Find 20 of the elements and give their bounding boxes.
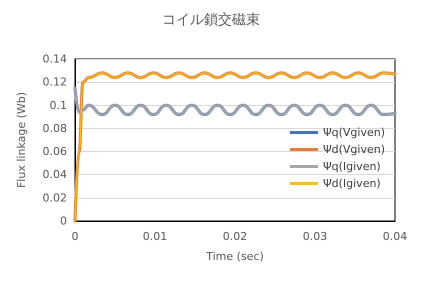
legend-label: Ψq(Igiven) bbox=[322, 160, 381, 173]
x-tick-label: 0.03 bbox=[302, 230, 328, 243]
y-tick-label: 0.1 bbox=[50, 98, 67, 112]
legend-label: Ψd(Igiven) bbox=[322, 177, 381, 190]
y-tick-label: 0.14 bbox=[42, 52, 67, 66]
y-tick-label: 0.04 bbox=[42, 168, 67, 182]
y-axis-title: Flux linkage (Wb) bbox=[15, 92, 28, 188]
legend-label: Ψd(Vgiven) bbox=[322, 143, 386, 156]
x-axis-title: Time (sec) bbox=[205, 250, 264, 263]
legend-label: Ψq(Vgiven) bbox=[322, 126, 386, 139]
y-tick-label: 0.02 bbox=[42, 191, 67, 204]
x-tick-label: 0 bbox=[72, 230, 78, 243]
y-tick-label: 0.08 bbox=[42, 122, 67, 135]
x-tick-label: 0.02 bbox=[222, 230, 248, 243]
chart-title: コイル鎖交磁束 bbox=[162, 12, 260, 28]
y-tick-label: 0.12 bbox=[42, 76, 67, 89]
x-tick-label: 0.04 bbox=[382, 230, 408, 243]
y-tick-label: 0 bbox=[60, 214, 67, 228]
y-tick-label: 0.06 bbox=[42, 145, 67, 158]
x-tick-label: 0.01 bbox=[142, 230, 168, 243]
